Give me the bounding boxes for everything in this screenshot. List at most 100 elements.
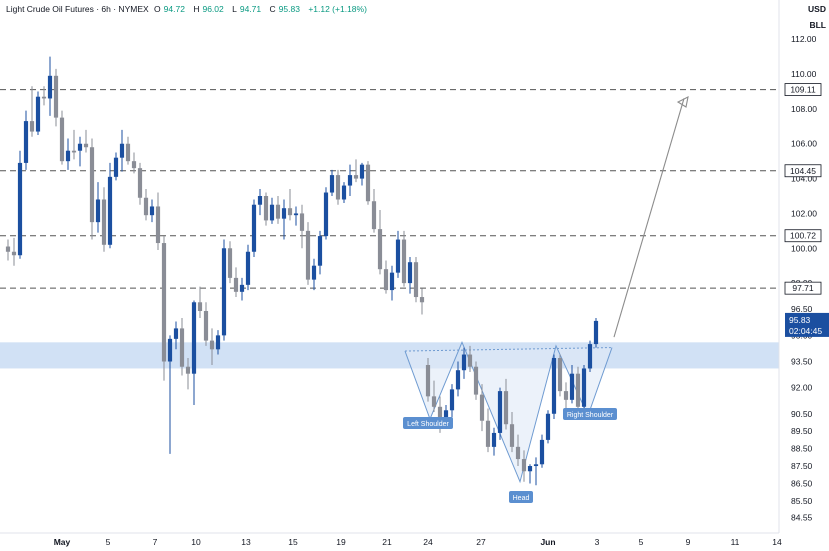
current-price-tag bbox=[785, 312, 829, 337]
pattern-label-text: Head bbox=[513, 495, 530, 502]
y-tick-label: 92.00 bbox=[791, 383, 813, 393]
candle bbox=[395, 239, 401, 273]
candle bbox=[215, 335, 221, 350]
candle bbox=[521, 459, 527, 472]
candle bbox=[143, 197, 149, 216]
x-tick-label: 13 bbox=[241, 537, 251, 547]
low-label: L bbox=[232, 4, 237, 14]
price-level-tag-text: 100.72 bbox=[790, 231, 816, 241]
candle bbox=[347, 175, 353, 186]
candle bbox=[17, 162, 23, 256]
y-tick-label: 106.00 bbox=[791, 139, 817, 149]
candle bbox=[293, 213, 299, 216]
candle bbox=[155, 206, 161, 244]
candle bbox=[533, 464, 539, 467]
x-tick-label: 3 bbox=[595, 537, 600, 547]
candle bbox=[479, 394, 485, 421]
candle bbox=[473, 366, 479, 395]
candle bbox=[323, 192, 329, 237]
candle bbox=[575, 373, 581, 407]
candle bbox=[263, 196, 269, 221]
y-tick-label: 104.00 bbox=[791, 174, 817, 184]
x-tick-label: 19 bbox=[336, 537, 346, 547]
pattern-label-text: Left Shoulder bbox=[407, 421, 449, 428]
candle bbox=[149, 206, 155, 216]
high-label: H bbox=[193, 4, 200, 14]
candle bbox=[377, 229, 383, 270]
x-tick-label: 9 bbox=[686, 537, 691, 547]
candle bbox=[221, 248, 227, 336]
x-tick-label: Jun bbox=[540, 537, 555, 547]
support-zone bbox=[0, 342, 779, 369]
candle bbox=[527, 466, 533, 472]
candle bbox=[437, 406, 443, 423]
price-level-tag bbox=[784, 229, 822, 243]
candle bbox=[227, 248, 233, 278]
candle bbox=[551, 358, 557, 414]
candle bbox=[233, 277, 239, 292]
candle bbox=[287, 208, 293, 216]
candle bbox=[461, 354, 467, 371]
open-label: O bbox=[154, 4, 161, 14]
pattern-label-bg bbox=[509, 491, 533, 503]
candle bbox=[191, 302, 197, 374]
candle bbox=[425, 364, 431, 397]
candle bbox=[167, 338, 173, 362]
candle bbox=[29, 121, 35, 132]
candle bbox=[11, 251, 17, 256]
candle bbox=[173, 328, 179, 339]
close-label: C bbox=[269, 4, 276, 14]
candle bbox=[299, 213, 305, 231]
open-value: 94.72 bbox=[163, 4, 185, 14]
candle bbox=[491, 432, 497, 447]
candle bbox=[593, 320, 599, 345]
y-tick-label: 84.55 bbox=[791, 512, 813, 522]
x-tick-label: 11 bbox=[731, 537, 740, 547]
y-tick-label: 88.50 bbox=[791, 444, 813, 454]
y-tick-label: 89.50 bbox=[791, 426, 813, 436]
candle bbox=[275, 204, 281, 219]
y-tick-label: 90.50 bbox=[791, 409, 813, 419]
x-tick-label: 15 bbox=[288, 537, 298, 547]
candle bbox=[359, 164, 365, 179]
y-tick-label: 102.00 bbox=[791, 208, 817, 218]
candle bbox=[35, 96, 41, 132]
candle bbox=[47, 75, 53, 99]
candle bbox=[503, 391, 509, 425]
candle bbox=[119, 143, 125, 158]
projection-arrow-head bbox=[676, 96, 689, 108]
y-tick-label: 85.50 bbox=[791, 496, 813, 506]
candle bbox=[539, 439, 545, 465]
candle bbox=[431, 396, 437, 407]
x-tick-label: May bbox=[54, 537, 71, 547]
candle bbox=[563, 391, 569, 400]
candle bbox=[407, 262, 413, 284]
candle bbox=[179, 328, 185, 367]
price-level-tag-text: 104.45 bbox=[790, 166, 816, 176]
x-tick-label: 14 bbox=[772, 537, 782, 547]
candle bbox=[95, 199, 101, 223]
candle bbox=[281, 208, 287, 219]
candle bbox=[371, 201, 377, 230]
pattern-area bbox=[405, 342, 612, 482]
price-level-tag-text: 97.71 bbox=[792, 283, 814, 293]
candle bbox=[569, 373, 575, 400]
y-tick-label: 110.00 bbox=[791, 69, 817, 79]
change-value: +1.12 (+1.18%) bbox=[308, 4, 367, 14]
x-tick-label: 10 bbox=[191, 537, 201, 547]
candle bbox=[419, 297, 425, 303]
candle bbox=[485, 420, 491, 447]
symbol-title: Light Crude Oil Futures · 6h · NYMEX bbox=[6, 4, 149, 14]
candle bbox=[197, 302, 203, 311]
candle bbox=[455, 370, 461, 390]
candle bbox=[71, 150, 77, 153]
x-tick-label: 5 bbox=[106, 537, 111, 547]
y-tick-label: 96.50 bbox=[791, 304, 813, 314]
candle bbox=[131, 161, 137, 169]
candle bbox=[137, 168, 143, 198]
current-price-text: 95.83 bbox=[789, 315, 811, 325]
candle bbox=[401, 239, 407, 284]
candle bbox=[203, 310, 209, 341]
pattern-label-2: Head bbox=[509, 491, 533, 503]
